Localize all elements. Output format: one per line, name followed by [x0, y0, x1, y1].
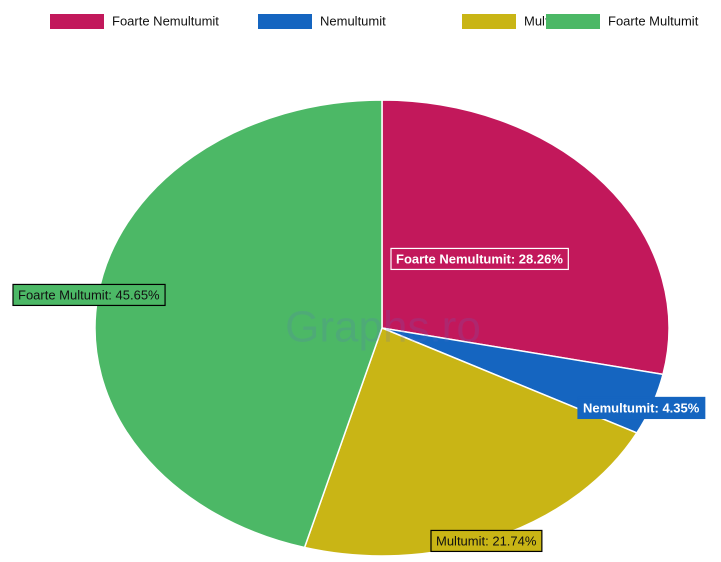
data-label-box [390, 247, 569, 271]
legend-swatch [258, 14, 312, 29]
data-label-box [430, 529, 543, 553]
data-label-box [577, 396, 706, 420]
data-label: Multumit: 21.74% [430, 529, 543, 553]
legend-label: Nemultumit [320, 13, 386, 28]
legend-swatch [50, 14, 104, 29]
data-label-text: Foarte Nemultumit: 28.26% [396, 251, 563, 266]
legend-swatch [546, 14, 600, 29]
data-label: Foarte Nemultumit: 28.26% [390, 247, 569, 271]
data-label-text: Nemultumit: 4.35% [583, 400, 700, 415]
data-label-text: Multumit: 21.74% [436, 533, 537, 548]
legend-label: Foarte Nemultumit [112, 13, 219, 28]
data-label: Nemultumit: 4.35% [577, 396, 706, 420]
pie-slice [381, 99, 670, 376]
data-label-text: Foarte Multumit: 45.65% [18, 287, 160, 302]
watermark: Graphs.ro [285, 303, 481, 352]
data-label-box [12, 283, 166, 307]
data-label: Foarte Multumit: 45.65% [12, 283, 166, 307]
legend-swatch [462, 14, 516, 29]
legend-label: Foarte Multumit [608, 13, 699, 28]
